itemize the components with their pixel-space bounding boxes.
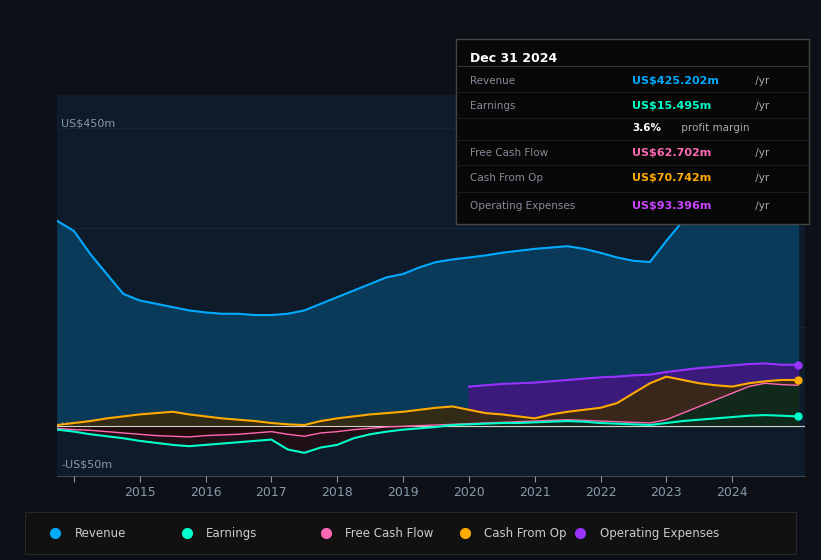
Text: Revenue: Revenue (75, 527, 126, 540)
Text: /yr: /yr (752, 101, 769, 111)
Text: US$70.742m: US$70.742m (632, 173, 712, 183)
Text: /yr: /yr (752, 173, 769, 183)
Text: /yr: /yr (752, 148, 769, 158)
Text: Free Cash Flow: Free Cash Flow (470, 148, 548, 158)
Text: US$15.495m: US$15.495m (632, 101, 712, 111)
Text: US$425.202m: US$425.202m (632, 76, 719, 86)
Text: 3.6%: 3.6% (632, 123, 661, 133)
Text: US$0: US$0 (62, 421, 90, 431)
Text: Operating Expenses: Operating Expenses (599, 527, 719, 540)
Text: profit margin: profit margin (678, 123, 750, 133)
Text: Free Cash Flow: Free Cash Flow (345, 527, 433, 540)
Text: /yr: /yr (752, 200, 769, 211)
Text: Earnings: Earnings (470, 101, 516, 111)
Text: Dec 31 2024: Dec 31 2024 (470, 52, 557, 65)
Text: Cash From Op: Cash From Op (484, 527, 566, 540)
Text: Cash From Op: Cash From Op (470, 173, 543, 183)
Text: US$450m: US$450m (62, 118, 116, 128)
Text: Operating Expenses: Operating Expenses (470, 200, 575, 211)
Text: US$93.396m: US$93.396m (632, 200, 712, 211)
Text: Revenue: Revenue (470, 76, 515, 86)
Text: /yr: /yr (752, 76, 769, 86)
Text: -US$50m: -US$50m (62, 459, 112, 469)
Text: Earnings: Earnings (206, 527, 257, 540)
Text: US$62.702m: US$62.702m (632, 148, 712, 158)
